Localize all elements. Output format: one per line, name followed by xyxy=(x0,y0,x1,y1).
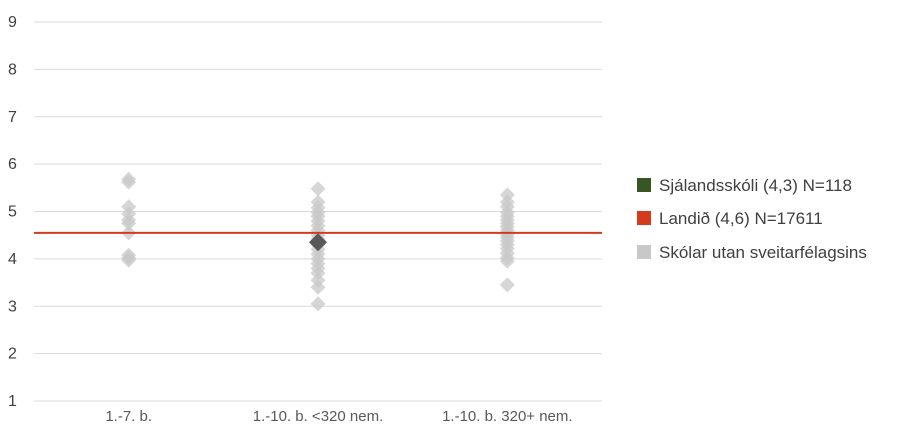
school-point xyxy=(121,252,137,268)
y-tick-label: 5 xyxy=(8,204,17,221)
school-point xyxy=(121,215,137,231)
legend-swatch xyxy=(637,211,651,225)
sjalandsskoli-point xyxy=(309,233,327,252)
y-tick-label: 8 xyxy=(8,61,17,78)
legend-label: Sjálandsskóli (4,3) N=118 xyxy=(659,176,852,195)
y-tick-label: 2 xyxy=(8,346,17,363)
school-point xyxy=(121,174,137,190)
school-point xyxy=(310,296,326,312)
legend-label: Landið (4,6) N=17611 xyxy=(659,209,823,228)
y-tick-label: 7 xyxy=(8,109,17,126)
school-point xyxy=(499,277,515,293)
school-point xyxy=(310,279,326,295)
x-category-label: 1.-10. b. <320 nem. xyxy=(253,408,384,425)
x-axis-category-labels: 1.-7. b. 1.-10. b. <320 nem. 1.-10. b. 320… xyxy=(105,408,572,425)
y-tick-label: 6 xyxy=(8,156,17,173)
x-category-label: 1.-10. b. 320+ nem. xyxy=(442,408,573,425)
y-axis-tick-labels: 1 2 3 4 5 6 7 8 9 xyxy=(8,14,17,410)
x-category-label: 1.-7. b. xyxy=(105,408,152,425)
legend-label: Skólar utan sveitarfélagsins xyxy=(659,243,867,262)
highlight-points xyxy=(309,233,327,252)
y-tick-label: 1 xyxy=(8,393,17,410)
school-point xyxy=(310,181,326,197)
legend: Sjálandsskóli (4,3) N=118 Landið (4,6) N=… xyxy=(637,176,867,262)
y-tick-label: 4 xyxy=(8,251,17,268)
school-point xyxy=(499,253,515,269)
legend-swatch xyxy=(637,178,651,192)
y-tick-label: 3 xyxy=(8,298,17,315)
y-tick-label: 9 xyxy=(8,14,17,31)
legend-swatch xyxy=(637,245,651,259)
